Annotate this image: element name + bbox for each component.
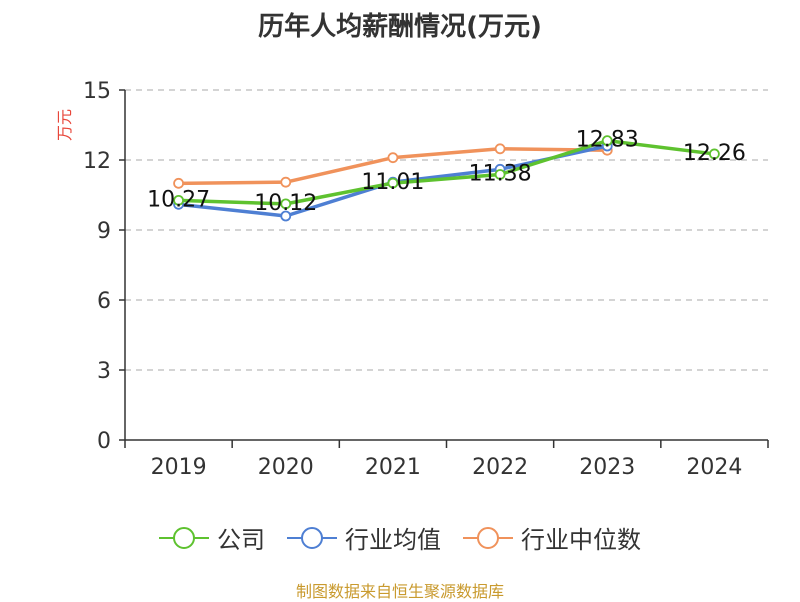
data-label: 12.26	[683, 141, 746, 166]
data-point	[494, 143, 506, 155]
legend-label: 行业均值	[345, 526, 441, 554]
y-tick-label: 3	[97, 359, 111, 384]
y-tick-label: 15	[83, 79, 111, 104]
gridlines	[125, 89, 768, 371]
y-tick-label: 9	[97, 219, 111, 244]
legend-swatch	[463, 526, 513, 550]
data-label: 12.83	[576, 128, 639, 153]
legend-swatch	[159, 526, 209, 550]
legend: 公司 行业均值 行业中位数	[0, 520, 800, 555]
legend-item[interactable]: 公司	[159, 520, 265, 555]
data-label: 11.01	[361, 170, 424, 195]
data-point	[387, 152, 399, 164]
legend-swatch	[287, 526, 337, 550]
data-point	[387, 177, 399, 189]
series-line	[178, 138, 715, 206]
y-tick-label: 6	[97, 289, 111, 314]
data-point	[494, 169, 506, 180]
x-tick-label: 2020	[258, 455, 314, 480]
x-tick-label: 2021	[365, 455, 421, 480]
data-point	[280, 176, 292, 188]
data-point	[709, 148, 720, 160]
y-tick-label: 0	[97, 429, 111, 454]
x-tick-label: 2023	[579, 455, 635, 480]
data-label: 10.27	[147, 187, 210, 212]
data-point	[173, 194, 184, 206]
series-lines	[173, 135, 720, 222]
x-tick-label: 2019	[151, 455, 207, 480]
data-point	[280, 198, 292, 210]
data-label: 10.12	[254, 191, 317, 216]
x-tick-label: 2024	[686, 455, 742, 480]
chart-title: 历年人均薪酬情况(万元)	[258, 12, 542, 42]
legend-label: 公司	[217, 526, 265, 554]
data-point	[173, 177, 184, 189]
legend-item[interactable]: 行业均值	[287, 520, 441, 555]
legend-item[interactable]: 行业中位数	[463, 520, 641, 555]
x-tick-label: 2022	[472, 455, 528, 480]
y-tick-label: 12	[83, 149, 111, 174]
data-point	[280, 210, 292, 222]
data-label: 11.38	[469, 161, 532, 186]
data-labels: 10.27 10.12 11.01 11.38 12.83 12.26	[147, 128, 746, 216]
source-note: 制图数据来自恒生聚源数据库	[295, 582, 504, 601]
y-axis-label: 万元	[55, 109, 74, 141]
legend-label: 行业中位数	[521, 526, 641, 554]
data-point	[601, 135, 613, 147]
axes: 0 3 6 9 12 15 2019 2020 2021 2022 2023 2024	[83, 79, 769, 480]
